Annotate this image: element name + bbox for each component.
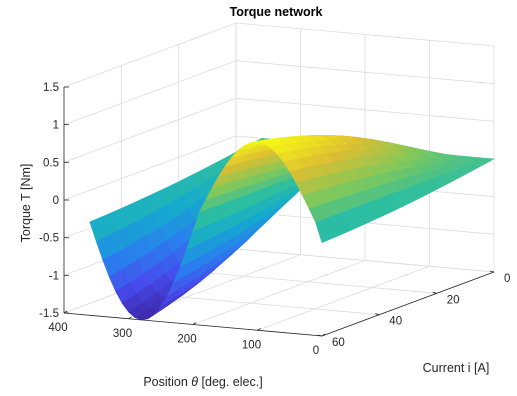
x-tick [128, 316, 132, 320]
y-axis-line [321, 271, 495, 337]
z-tick-labels: 1.5 1 0.5 0 -0.5 -1 -1.5 [39, 82, 59, 320]
grid-line [63, 60, 237, 126]
grid-line [257, 265, 430, 331]
grid-line [235, 60, 495, 85]
x-axis-label: Position θ [deg. elec.] [143, 375, 262, 389]
grid-line [192, 260, 366, 325]
axes-box [63, 86, 495, 337]
z-tick-label: 0 [53, 195, 59, 207]
y-tick-label: 20 [447, 294, 460, 306]
y-tick-label: 0 [504, 273, 510, 285]
y-tick [489, 270, 495, 273]
z-tick-label: 1.5 [43, 82, 59, 94]
x-tick [63, 310, 68, 314]
chart-title: Torque network [230, 5, 323, 19]
z-tick-label: 0.5 [43, 157, 59, 169]
y-axis-label: Current i [A] [423, 361, 490, 375]
surface-patch [315, 216, 337, 244]
x-tick-labels: 400 300 200 100 0 [48, 322, 319, 357]
x-tick-label: 400 [48, 322, 67, 334]
grid-line [235, 97, 495, 122]
z-tick-label: 1 [53, 120, 59, 132]
z-tick-label: -0.5 [39, 233, 59, 245]
z-tick-label: -1.5 [39, 308, 59, 320]
grid-line [178, 269, 437, 294]
y-tick [375, 313, 380, 316]
y-tick-label: 60 [332, 337, 345, 349]
x-tick-label: 100 [242, 339, 261, 351]
grid-line [63, 22, 237, 88]
grid-line [235, 248, 495, 273]
x-tick [257, 327, 261, 331]
torque-surface [89, 134, 496, 321]
grid-line [63, 97, 237, 163]
x-tick [192, 322, 197, 325]
grid-line [235, 22, 495, 47]
y-tick [317, 334, 323, 337]
z-tick-label: -1 [49, 270, 59, 282]
y-tick [432, 291, 437, 294]
grid-line [63, 135, 237, 201]
z-axis-label: Torque T [Nm] [19, 164, 33, 243]
x-tick [321, 333, 326, 337]
y-tick-labels: 0 20 40 60 [332, 273, 510, 349]
y-tick-label: 40 [389, 316, 402, 328]
x-tick-label: 0 [313, 345, 319, 357]
x-tick-label: 200 [177, 334, 196, 346]
x-tick-label: 300 [113, 328, 132, 340]
